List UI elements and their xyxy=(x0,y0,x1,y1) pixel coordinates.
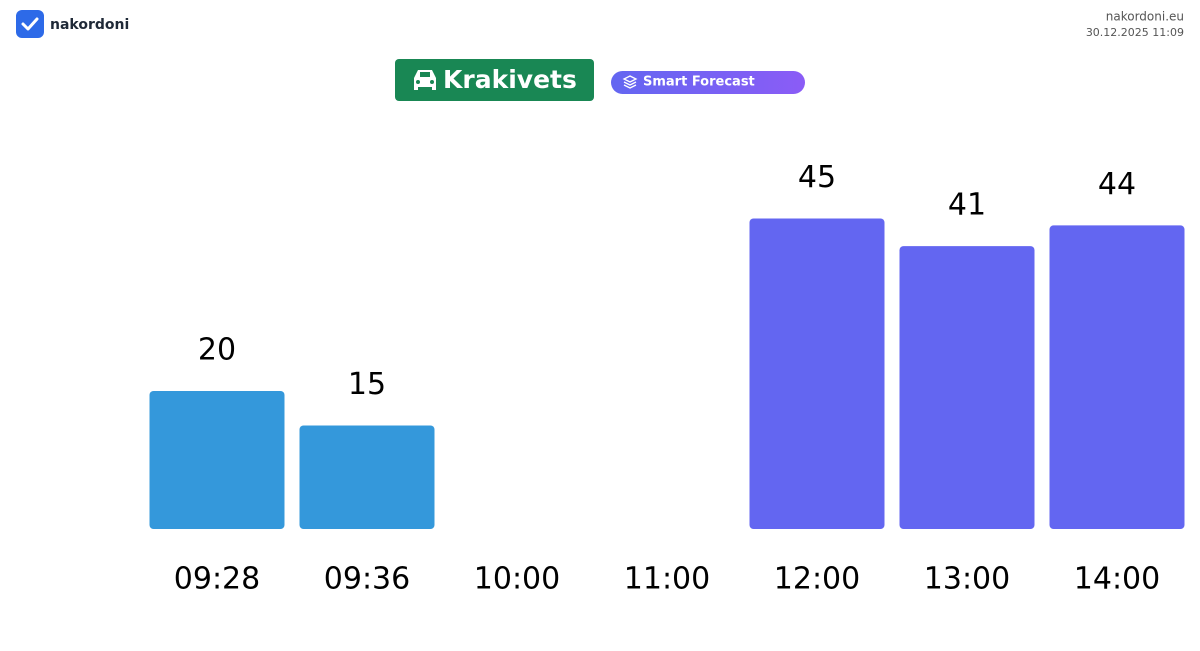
forecast-label: Smart Forecast xyxy=(643,75,755,90)
layers-icon xyxy=(622,75,638,89)
bar xyxy=(149,391,285,529)
value-label: 44 xyxy=(1098,167,1136,202)
bar xyxy=(299,425,435,529)
x-tick-label: 14:00 xyxy=(1074,562,1160,597)
title-badge xyxy=(395,59,594,101)
value-label: 45 xyxy=(798,160,836,195)
bar xyxy=(749,218,885,529)
site: nakordoni.eu xyxy=(1106,10,1184,24)
brand: nakordoni xyxy=(50,17,129,33)
x-tick-label: 13:00 xyxy=(924,562,1010,597)
x-tick-label: 11:00 xyxy=(624,562,710,597)
x-tick-label: 12:00 xyxy=(774,562,860,597)
value-label: 15 xyxy=(348,367,386,402)
bar xyxy=(899,246,1035,529)
checkpoint-name: Krakivets xyxy=(443,65,577,94)
forecast-badge xyxy=(611,71,805,94)
value-label: 41 xyxy=(948,188,986,223)
logo-check xyxy=(21,17,39,31)
x-tick-label: 09:28 xyxy=(174,562,260,597)
timestamp: 30.12.2025 11:09 xyxy=(1086,26,1184,39)
logo-icon xyxy=(16,10,44,38)
bar xyxy=(1049,225,1185,529)
x-tick-label: 09:36 xyxy=(324,562,410,597)
car-icon xyxy=(414,70,436,90)
value-label: 20 xyxy=(198,333,236,368)
x-tick-label: 10:00 xyxy=(474,562,560,597)
